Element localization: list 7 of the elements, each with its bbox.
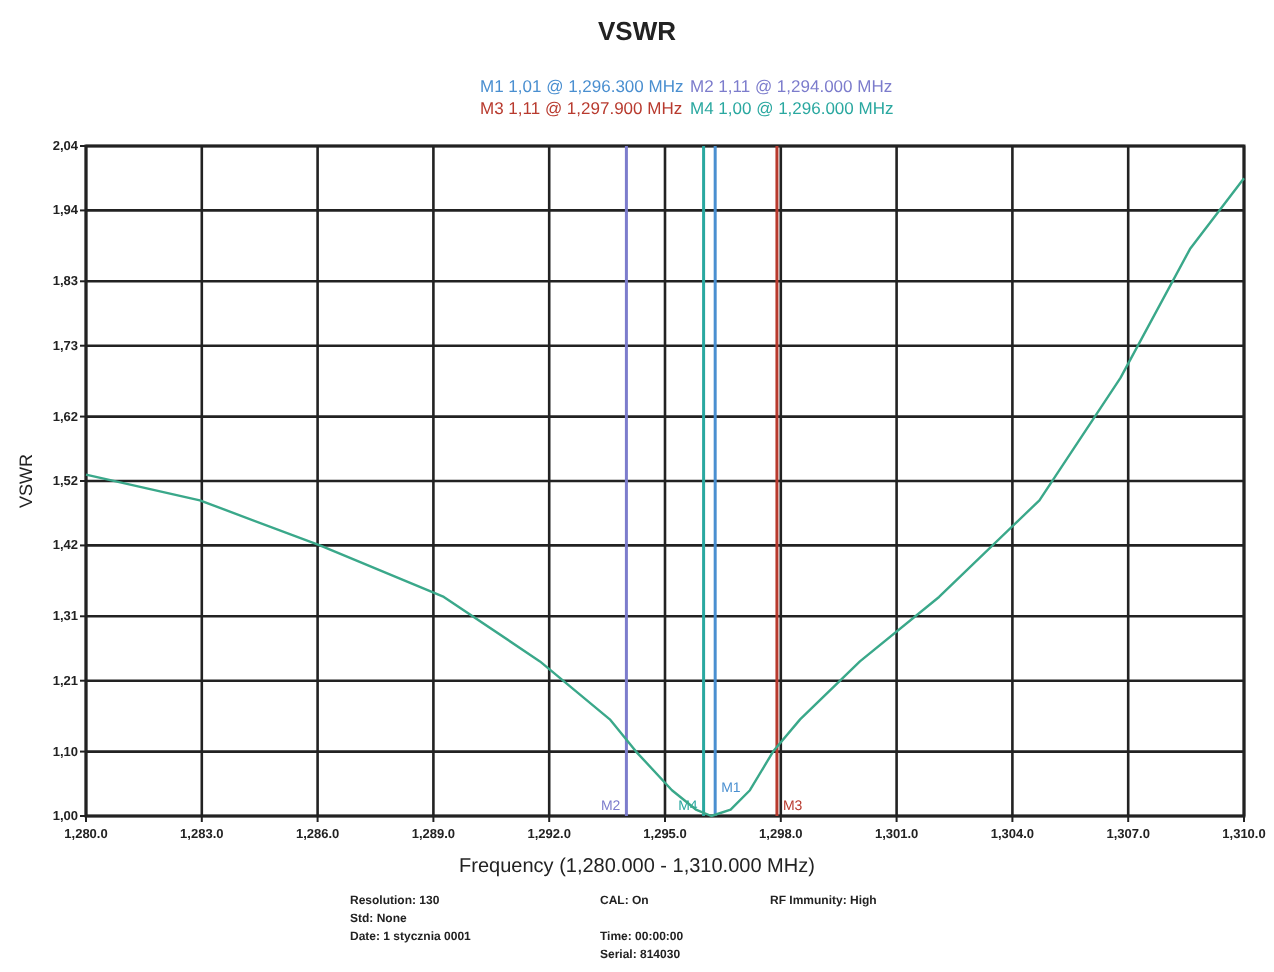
x-axis-title: Frequency (1,280.000 - 1,310.000 MHz): [459, 856, 815, 878]
text: M4 1,00 @ 1,296.000 MHz: [690, 98, 894, 118]
chart-title: VSWR: [598, 16, 678, 46]
y-axis-title: VSWR: [16, 453, 36, 508]
text: M2 1,11 @ 1,294.000 MHz: [690, 76, 893, 96]
text: M1 1,01 @ 1,296.300 MHz: [480, 76, 684, 96]
text: M3 1,11 @ 1,297.900 MHz: [480, 98, 683, 118]
